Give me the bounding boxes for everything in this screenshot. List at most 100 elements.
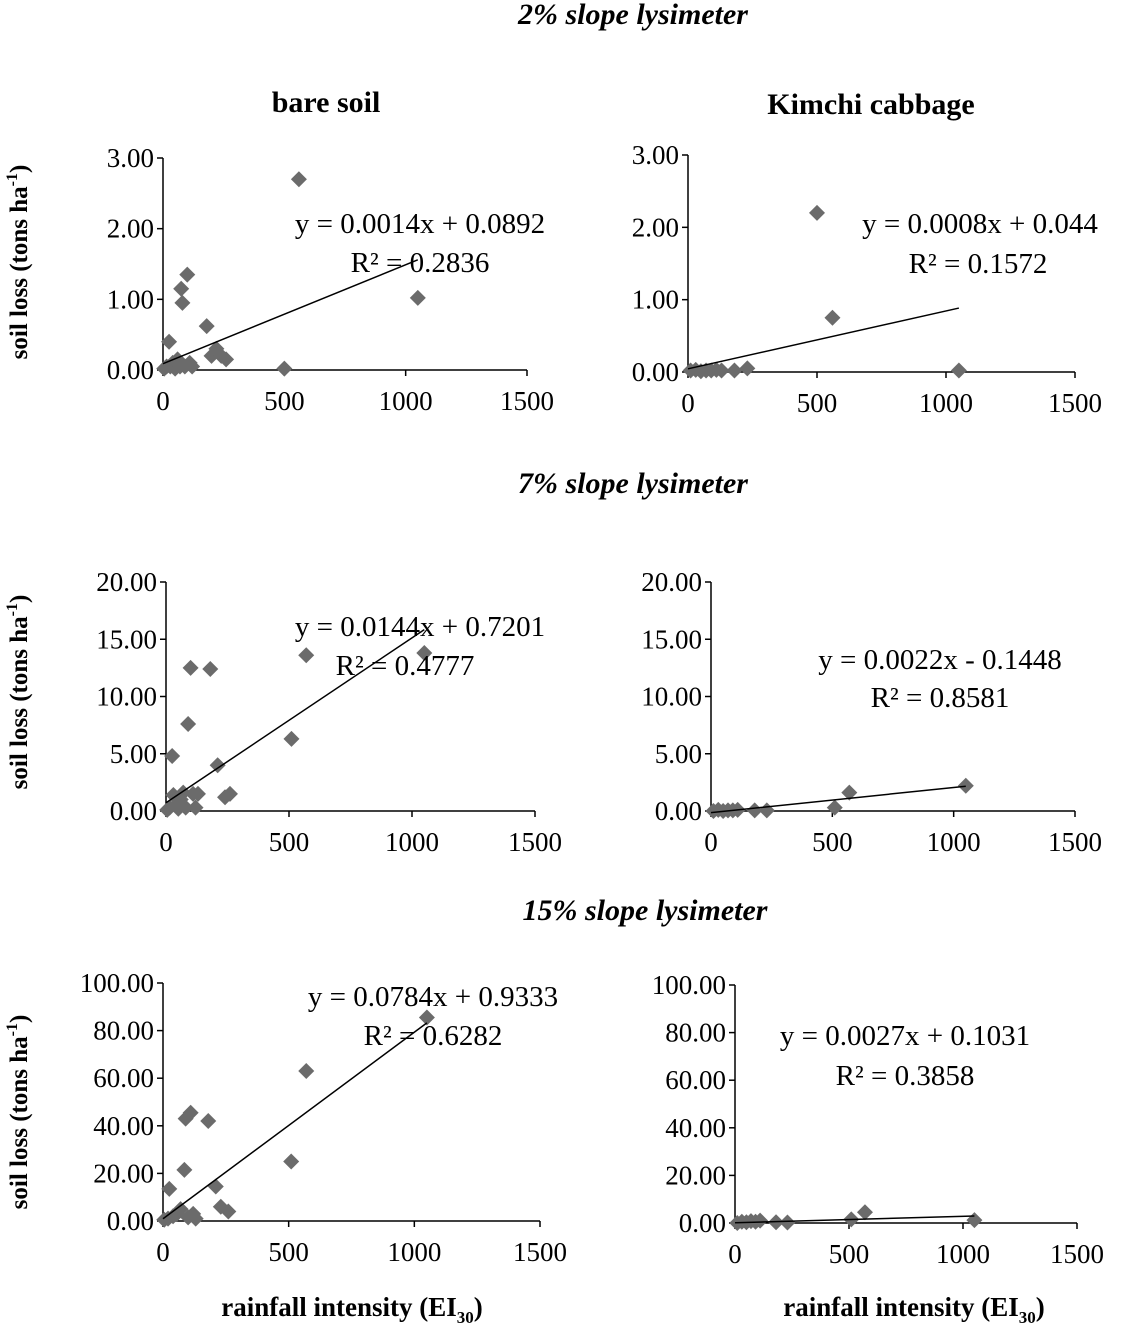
y-tick-label: 0.00	[110, 796, 157, 826]
y-axis-label-row2: soil loss (tons ha-1)	[4, 595, 33, 790]
x-tick-label: 0	[704, 827, 718, 857]
x-tick-label: 0	[156, 386, 170, 416]
section-title-7pct: 7% slope lysimeter	[518, 467, 748, 500]
x-tick-label: 1000	[379, 386, 433, 416]
data-point	[221, 785, 238, 802]
data-point	[416, 644, 433, 661]
y-tick-label: 60.00	[93, 1063, 154, 1093]
x-tick-label: 1500	[1048, 827, 1102, 857]
data-point	[202, 661, 219, 678]
data-point	[713, 362, 730, 379]
y-tick-label: 20.00	[96, 567, 157, 597]
y-tick-label: 0.00	[679, 1208, 726, 1238]
chart-panel-5: 0.00 20.00 40.00 60.00 80.00 100.00 0 500 1000 15…	[80, 968, 567, 1267]
data-point	[161, 1180, 178, 1197]
x-tick-label: 1000	[919, 388, 973, 418]
data-point	[209, 757, 226, 774]
y-tick-label: 20.00	[93, 1158, 154, 1188]
y-tick-label: 20.00	[641, 567, 702, 597]
x-tick-label: 1500	[1048, 388, 1102, 418]
x-axis-label-left: rainfall intensity (EI30)	[221, 1292, 483, 1327]
y-tick-label: 0.00	[107, 355, 154, 385]
section-title-2pct: 2% slope lysimeter	[517, 0, 748, 31]
column-title-kimchi-cabbage: Kimchi cabbage	[767, 88, 975, 121]
trendline-equation: y = 0.0022x - 0.1448	[818, 644, 1062, 676]
data-point	[173, 280, 190, 297]
y-tick-label: 60.00	[665, 1065, 726, 1095]
data-point	[809, 204, 825, 221]
trendline-equation: y = 0.0144x + 0.7201	[295, 611, 545, 643]
trendline-equation: y = 0.0008x + 0.044	[862, 208, 1098, 240]
data-point	[409, 289, 426, 306]
y-axis-label-row1: soil loss (tons ha-1)	[4, 165, 33, 360]
y-tick-label: 10.00	[641, 682, 702, 712]
y-tick-label: 0.00	[107, 1206, 154, 1236]
r-squared-label: R² = 0.6282	[364, 1020, 503, 1052]
x-tick-label: 1000	[387, 1237, 441, 1267]
data-point	[200, 1113, 217, 1130]
y-tick-label: 100.00	[652, 970, 726, 1000]
data-point	[418, 1009, 435, 1026]
x-axis-label-right: rainfall intensity (EI30)	[783, 1292, 1045, 1327]
r-squared-label: R² = 0.2836	[351, 247, 490, 279]
y-tick-label: 15.00	[96, 624, 157, 654]
data-point	[779, 1214, 796, 1231]
x-tick-label: 0	[156, 1237, 170, 1267]
data-point	[182, 1104, 199, 1121]
y-tick-label: 3.00	[632, 140, 679, 170]
y-tick-label: 100.00	[80, 968, 154, 998]
x-tick-label: 500	[264, 386, 305, 416]
r-squared-label: R² = 0.3858	[836, 1060, 975, 1092]
data-point	[207, 1178, 224, 1195]
data-point	[174, 294, 191, 311]
y-tick-label: 80.00	[93, 1016, 154, 1046]
data-point	[298, 1063, 315, 1080]
data-point	[220, 1203, 237, 1220]
data-point	[856, 1204, 873, 1221]
y-tick-label: 5.00	[655, 739, 702, 769]
trendline	[687, 307, 960, 370]
data-point	[187, 1210, 204, 1227]
x-tick-label: 1000	[927, 827, 981, 857]
y-tick-label: 15.00	[641, 624, 702, 654]
data-point	[218, 351, 235, 368]
trendline-equation: y = 0.0784x + 0.9333	[308, 981, 558, 1013]
x-tick-label: 500	[268, 1237, 309, 1267]
data-point	[182, 659, 199, 676]
y-axis-label-row3: soil loss (tons ha-1)	[4, 1015, 33, 1210]
y-tick-label: 2.00	[632, 212, 679, 242]
trendline	[162, 259, 419, 365]
x-tick-label: 0	[728, 1239, 742, 1269]
y-tick-label: 20.00	[665, 1160, 726, 1190]
y-tick-label: 80.00	[665, 1018, 726, 1048]
x-tick-label: 500	[797, 388, 838, 418]
chart-panel-1: 0.00 1.00 2.00 3.00 0 500 1000 1500 y = 0.0014x …	[107, 143, 554, 416]
chart-panel-3: 0.00 5.00 10.00 15.00 20.00 0 500 1000 1500 y = 0…	[96, 567, 562, 857]
data-point	[283, 1153, 300, 1170]
y-tick-label: 1.00	[632, 285, 679, 315]
x-tick-label: 1000	[385, 827, 439, 857]
x-tick-label: 1000	[936, 1239, 990, 1269]
y-tick-label: 2.00	[107, 214, 154, 244]
data-point	[184, 358, 201, 375]
chart-panel-6: 0.00 20.00 40.00 60.00 80.00 100.00 0 500 1000 15…	[652, 970, 1104, 1269]
data-point	[726, 362, 743, 379]
y-tick-label: 3.00	[107, 143, 154, 173]
data-point	[164, 748, 181, 765]
x-tick-label: 500	[829, 1239, 870, 1269]
data-point	[758, 802, 775, 819]
x-tick-label: 1500	[1050, 1239, 1104, 1269]
data-point	[179, 266, 196, 283]
data-point	[177, 799, 194, 816]
column-title-bare-soil: bare soil	[272, 86, 381, 119]
data-point	[826, 799, 843, 816]
data-point	[189, 785, 206, 802]
x-tick-label: 1500	[508, 827, 562, 857]
x-tick-label: 0	[681, 388, 695, 418]
data-point	[290, 171, 307, 188]
r-squared-label: R² = 0.4777	[336, 650, 475, 682]
y-tick-label: 40.00	[93, 1111, 154, 1141]
trendline	[734, 1215, 975, 1224]
y-tick-label: 0.00	[655, 796, 702, 826]
